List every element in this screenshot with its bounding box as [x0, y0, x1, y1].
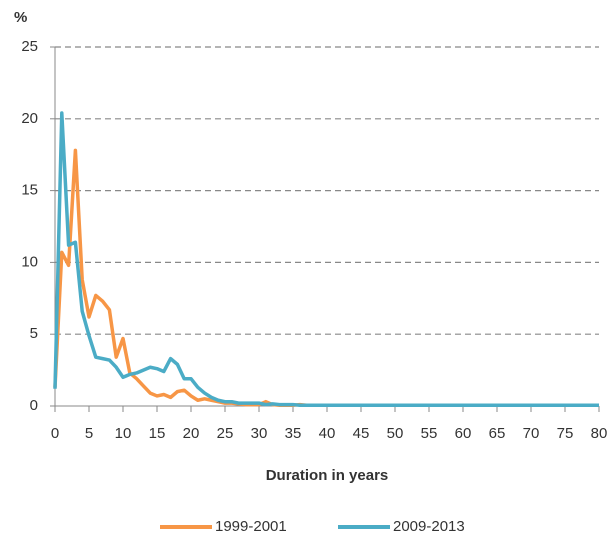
x-tick-label: 25 — [217, 425, 234, 442]
x-tick-label: 5 — [85, 425, 93, 442]
series-line — [53, 148, 599, 408]
x-tick-label: 80 — [591, 425, 608, 442]
y-axis-label: % — [14, 9, 27, 26]
y-tick-label: 5 — [30, 325, 38, 342]
x-tick-label: 15 — [149, 425, 166, 442]
x-tick-label: 70 — [523, 425, 540, 442]
y-tick-label: 10 — [21, 253, 38, 270]
x-axis-label: Duration in years — [266, 467, 389, 484]
y-tick-label: 15 — [21, 182, 38, 199]
series-line — [53, 111, 599, 408]
y-tick-label: 25 — [21, 38, 38, 55]
y-tick-label: 0 — [30, 397, 38, 414]
x-tick-label: 60 — [455, 425, 472, 442]
x-tick-label: 45 — [353, 425, 370, 442]
x-tick-label: 50 — [387, 425, 404, 442]
x-tick-label: 0 — [51, 425, 59, 442]
x-tick-label: 55 — [421, 425, 438, 442]
x-tick-label: 10 — [115, 425, 132, 442]
x-tick-label: 75 — [557, 425, 574, 442]
x-tick-label: 30 — [251, 425, 268, 442]
x-tick-label: 20 — [183, 425, 200, 442]
legend-label: 2009-2013 — [393, 518, 465, 535]
legend-label: 1999-2001 — [215, 518, 287, 535]
x-tick-label: 35 — [285, 425, 302, 442]
x-tick-label: 65 — [489, 425, 506, 442]
x-tick-label: 40 — [319, 425, 336, 442]
y-tick-label: 20 — [21, 110, 38, 127]
